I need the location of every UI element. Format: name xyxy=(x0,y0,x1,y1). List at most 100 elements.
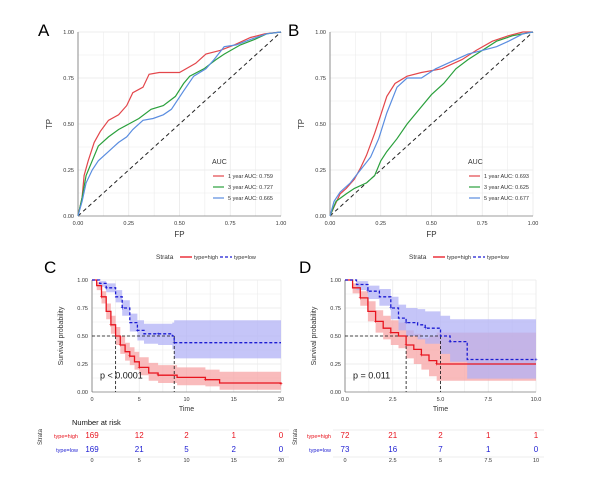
y-tick-label: 0.25 xyxy=(63,168,74,174)
legend-label: type=low xyxy=(234,255,256,261)
censor-mark: + xyxy=(534,358,538,364)
x-tick-label: 10.0 xyxy=(531,397,542,403)
roc-curve xyxy=(329,31,534,217)
x-tick-label: 5 xyxy=(138,397,141,403)
censor-mark: + xyxy=(279,382,283,388)
risk-time-label: 15 xyxy=(231,458,237,464)
y-tick-label: 1.00 xyxy=(77,278,88,284)
panel-label-d: D xyxy=(299,258,311,277)
risk-row-label: type=high xyxy=(54,434,78,440)
risk-table-title: Number at risk xyxy=(72,418,121,427)
y-tick-label: 0.50 xyxy=(63,122,74,128)
legend-label: type=low xyxy=(487,255,509,261)
x-tick-label: 0.25 xyxy=(123,221,134,227)
censor-mark: + xyxy=(423,326,427,332)
risk-row-label: type=high xyxy=(307,434,331,440)
diagonal-reference-line xyxy=(329,31,534,217)
risk-count: 1 xyxy=(486,445,491,454)
risk-count: 1 xyxy=(486,431,491,440)
risk-count: 0 xyxy=(279,445,284,454)
y-tick-label: 0.25 xyxy=(330,362,341,368)
risk-row-label: type=low xyxy=(56,448,78,454)
censor-mark: + xyxy=(104,286,108,292)
risk-count: 73 xyxy=(341,445,350,454)
survival-curve xyxy=(345,279,536,361)
x-tick-label: 5.0 xyxy=(437,397,445,403)
y-tick-label: 0.00 xyxy=(77,390,88,396)
risk-count: 0 xyxy=(534,445,539,454)
censor-mark: + xyxy=(204,378,208,384)
censor-mark: + xyxy=(389,331,393,337)
survival-curve xyxy=(92,279,281,344)
risk-count: 5 xyxy=(184,445,189,454)
x-tick-label: 0.50 xyxy=(426,221,437,227)
panel-label-a: A xyxy=(38,21,50,40)
risk-time-label: 7.5 xyxy=(484,458,492,464)
risk-time-label: 0 xyxy=(343,458,346,464)
y-tick-label: 0.50 xyxy=(315,122,326,128)
censor-mark: + xyxy=(156,332,160,338)
risk-time-label: 10 xyxy=(183,458,189,464)
y-axis-title: Survival probability xyxy=(311,306,318,365)
x-tick-label: 15 xyxy=(231,397,237,403)
censor-mark: + xyxy=(404,343,408,349)
y-tick-label: 0.25 xyxy=(77,362,88,368)
risk-strata-label: Strata xyxy=(38,428,44,445)
censor-mark: + xyxy=(120,306,124,312)
legend-label: 3 year AUC: 0.727 xyxy=(228,185,273,191)
censor-mark: + xyxy=(404,321,408,327)
legend-label: 1 year AUC: 0.759 xyxy=(228,174,273,180)
risk-time-label: 5 xyxy=(138,458,141,464)
p-value-label: p = 0.011 xyxy=(353,371,390,381)
x-axis-title: Time xyxy=(433,406,448,413)
censor-mark: + xyxy=(109,323,113,329)
risk-time-label: 20 xyxy=(278,458,284,464)
censor-mark: + xyxy=(359,296,363,302)
roc-curve xyxy=(77,31,282,217)
risk-count: 12 xyxy=(135,431,144,440)
censor-mark: + xyxy=(389,306,393,312)
y-tick-label: 0.50 xyxy=(330,334,341,340)
x-tick-label: 0.50 xyxy=(174,221,185,227)
x-tick-label: 0.00 xyxy=(325,221,336,227)
censor-mark: + xyxy=(100,295,104,301)
y-tick-label: 0.75 xyxy=(315,76,326,82)
panel-label-b: B xyxy=(288,21,299,40)
y-tick-label: 1.00 xyxy=(315,30,326,36)
risk-time-label: 10 xyxy=(533,458,539,464)
x-tick-label: 1.00 xyxy=(276,221,287,227)
roc-panel-a: 0.00 0.25 0.50 0.75 1.00 0.00 0.25 0.50 0.75 1.00… xyxy=(45,30,286,239)
censor-mark: + xyxy=(119,343,123,349)
y-tick-label: 0.75 xyxy=(77,306,88,312)
x-tick-label: 1.00 xyxy=(528,221,539,227)
censor-mark: + xyxy=(366,289,370,295)
censor-mark: + xyxy=(172,341,176,347)
risk-count: 21 xyxy=(135,445,144,454)
y-tick-label: 0.25 xyxy=(315,168,326,174)
roc-panel-b: 0.00 0.25 0.50 0.75 1.00 0.00 0.25 0.50 0.75 1.00… xyxy=(297,30,538,239)
y-axis-title: TP xyxy=(45,119,54,129)
x-tick-label: 0.75 xyxy=(225,221,236,227)
risk-time-label: 2.5 xyxy=(389,458,397,464)
risk-count: 7 xyxy=(438,445,443,454)
x-tick-label: 2.5 xyxy=(389,397,397,403)
risk-strata-label: Strata xyxy=(293,428,299,445)
legend-label: 5 year AUC: 0.677 xyxy=(484,196,529,202)
x-tick-label: 0 xyxy=(90,397,93,403)
censor-mark: + xyxy=(448,340,452,346)
risk-row-label: type=low xyxy=(309,448,331,454)
censor-mark: + xyxy=(156,373,160,379)
censor-mark: + xyxy=(420,353,424,359)
risk-count: 2 xyxy=(184,431,189,440)
censor-mark: + xyxy=(374,319,378,325)
risk-count: 2 xyxy=(438,431,443,440)
p-value-label: p < 0.0001 xyxy=(100,371,143,381)
legend-label: 3 year AUC: 0.625 xyxy=(484,185,529,191)
risk-count: 0 xyxy=(279,431,284,440)
legend-label: 1 year AUC: 0.693 xyxy=(484,174,529,180)
y-tick-label: 1.00 xyxy=(330,278,341,284)
risk-count: 1 xyxy=(232,431,237,440)
